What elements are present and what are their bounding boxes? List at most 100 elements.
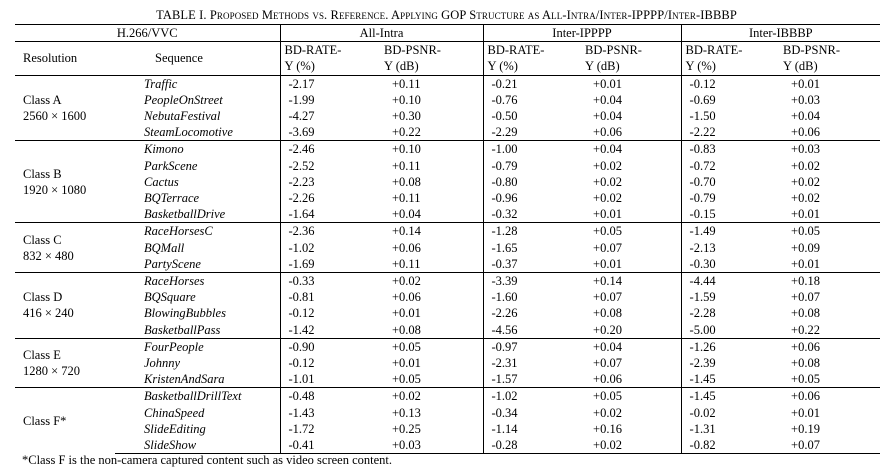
value-cell: -2.23 xyxy=(279,173,380,191)
value-cell: -1.64 xyxy=(279,206,380,223)
table-row: Class A 2560 × 1600 Traffic -2.17 +0.11 -0.21… xyxy=(15,74,881,141)
table-caption: TABLE I. Proposed Methods vs. Reference.… xyxy=(0,8,893,23)
value-cell: -1.26 xyxy=(680,337,780,356)
value-cell: +0.10 xyxy=(392,92,421,107)
table-row: SlideEditing -1.72 +0.25 -1.14 +0.16 -1.31 +0.… xyxy=(15,420,880,438)
value-cell: -1.02 xyxy=(279,239,380,256)
value-cell: +0.09 xyxy=(791,240,820,255)
class-resolution: 1280 × 720 xyxy=(23,364,81,379)
value-cell: -0.48 xyxy=(279,387,380,405)
value-cell: +0.20 xyxy=(593,322,622,337)
resolution-header: Resolution xyxy=(23,51,78,66)
value-cell: -0.79 xyxy=(482,157,582,174)
value-cell: +0.04 xyxy=(392,207,421,222)
value-cell: +0.06 xyxy=(593,125,622,140)
value-cell: -1.00 xyxy=(482,140,582,158)
metric-unit: Y (dB) xyxy=(585,59,620,74)
table-row: Class D 416 × 240 RaceHorses -0.33 +0.02 -3.3… xyxy=(15,272,881,339)
value-cell: -2.36 xyxy=(279,222,380,240)
value-cell: +0.07 xyxy=(593,356,622,371)
value-cell: -1.28 xyxy=(482,222,582,240)
value-cell: +0.05 xyxy=(380,337,484,356)
value-cell: +0.11 xyxy=(392,256,421,271)
group-header-all-intra: All-Intra xyxy=(279,23,484,43)
sequence-name: SteamLocomotive xyxy=(144,125,233,140)
table-title: Proposed Methods vs. Reference. Applying… xyxy=(209,8,737,22)
value-cell: -0.96 xyxy=(482,190,582,207)
value-cell: -0.30 xyxy=(680,255,780,273)
sequence-name: SlideShow xyxy=(115,437,280,455)
table-row: BQSquare -0.81 +0.06 -1.60 +0.07 -1.59 +0.07 xyxy=(15,289,880,306)
value-cell: -0.69 xyxy=(680,91,780,109)
value-cell: +0.02 xyxy=(593,174,622,189)
value-cell: +0.02 xyxy=(581,437,682,455)
metric-header: BD-RATE- xyxy=(279,41,380,59)
table-row: ChinaSpeed -1.43 +0.13 -0.34 +0.02 -0.02 +0.01 xyxy=(15,404,880,421)
sequence-name: PeopleOnStreet xyxy=(144,92,223,107)
value-cell: -0.12 xyxy=(680,74,780,92)
sequence-name: NebutaFestival xyxy=(144,109,221,124)
sequence-name: BQSquare xyxy=(144,290,196,305)
class-resolution: 832 × 480 xyxy=(23,248,74,263)
value-cell: +0.02 xyxy=(380,272,484,290)
metric-unit: Y (dB) xyxy=(384,59,419,74)
metric-unit: Y (%) xyxy=(482,58,582,76)
table-row: BQMall -1.02 +0.06 -1.65 +0.07 -2.13 +0.09 xyxy=(15,239,880,256)
value-cell: +0.01 xyxy=(392,306,421,321)
value-cell: -1.50 xyxy=(680,108,780,125)
class-cell: Class C 832 × 480 xyxy=(15,222,115,273)
sequence-name: FourPeople xyxy=(115,337,280,356)
value-cell: +0.08 xyxy=(392,322,421,337)
value-cell: +0.10 xyxy=(380,140,484,158)
value-cell: -1.69 xyxy=(279,255,380,273)
table-row: BQTerrace -2.26 +0.11 -0.96 +0.02 -0.79 +0.02 xyxy=(15,190,880,207)
value-cell: +0.03 xyxy=(380,437,484,455)
value-cell: +0.06 xyxy=(392,290,421,305)
table-row: NebutaFestival -4.27 +0.30 -0.50 +0.04 -1.50 +… xyxy=(15,108,880,125)
table-row: PeopleOnStreet -1.99 +0.10 -0.76 +0.04 -0.69 +… xyxy=(15,91,880,109)
sequence-name: BasketballDrive xyxy=(144,207,226,222)
group-header-inter-ibbbp: Inter-IBBBP xyxy=(680,23,881,43)
value-cell: +0.07 xyxy=(779,437,881,455)
value-cell: -0.12 xyxy=(279,355,380,372)
value-cell: -5.00 xyxy=(680,321,780,339)
value-cell: +0.01 xyxy=(581,74,682,92)
value-cell: +0.02 xyxy=(791,191,820,206)
value-cell: -1.01 xyxy=(279,371,380,388)
header-row-metrics-2: Y (%) Y (dB) Y (%) Y (dB) Y (%) Y (dB) xyxy=(15,58,880,76)
value-cell: -2.28 xyxy=(680,305,780,322)
group-header-inter-ippp: Inter-IPPPP xyxy=(482,23,682,43)
metric-unit: Y (%) xyxy=(680,58,780,76)
value-cell: -1.31 xyxy=(680,420,780,438)
value-cell: -3.69 xyxy=(279,124,380,141)
metric-header: BD-PSNR- xyxy=(384,43,441,58)
sequence-name: RaceHorsesC xyxy=(115,222,280,240)
sequence-name: RaceHorses xyxy=(115,272,280,290)
metric-header: BD-PSNR- xyxy=(585,43,642,58)
value-cell: +0.07 xyxy=(593,290,622,305)
value-cell: -1.14 xyxy=(482,420,582,438)
table-row: PartyScene -1.69 +0.11 -0.37 +0.01 -0.30 +0.01 xyxy=(15,255,880,273)
value-cell: +0.02 xyxy=(791,158,820,173)
value-cell: -0.79 xyxy=(680,190,780,207)
value-cell: -0.80 xyxy=(482,173,582,191)
value-cell: +0.01 xyxy=(593,207,622,222)
value-cell: -0.15 xyxy=(680,206,780,223)
metric-header: BD-PSNR- xyxy=(783,43,840,58)
class-name: Class C xyxy=(23,232,62,247)
header-row-groups: H.266/VVC All-Intra Inter-IPPPP Inter-IB… xyxy=(15,23,881,43)
table-row: Class F* BasketballDrillText -0.48 +0.02 -1.… xyxy=(15,387,881,454)
sequence-name: Traffic xyxy=(115,74,280,92)
value-cell: +0.13 xyxy=(392,405,421,420)
sequence-name: KristenAndSara xyxy=(144,372,225,387)
table-row: Class C 832 × 480 RaceHorsesC -2.36 +0.14 -1.… xyxy=(15,222,881,273)
value-cell: -2.46 xyxy=(279,140,380,158)
value-cell: +0.01 xyxy=(392,356,421,371)
value-cell: -0.97 xyxy=(482,337,582,356)
value-cell: -4.44 xyxy=(680,272,780,290)
results-table: H.266/VVC All-Intra Inter-IPPPP Inter-IB… xyxy=(15,23,881,455)
table-row: SteamLocomotive -3.69 +0.22 -2.29 +0.06 -2.22… xyxy=(15,124,880,141)
value-cell: +0.14 xyxy=(581,272,682,290)
sequence-name: BQMall xyxy=(144,240,185,255)
sequence-name: PartyScene xyxy=(144,256,201,271)
